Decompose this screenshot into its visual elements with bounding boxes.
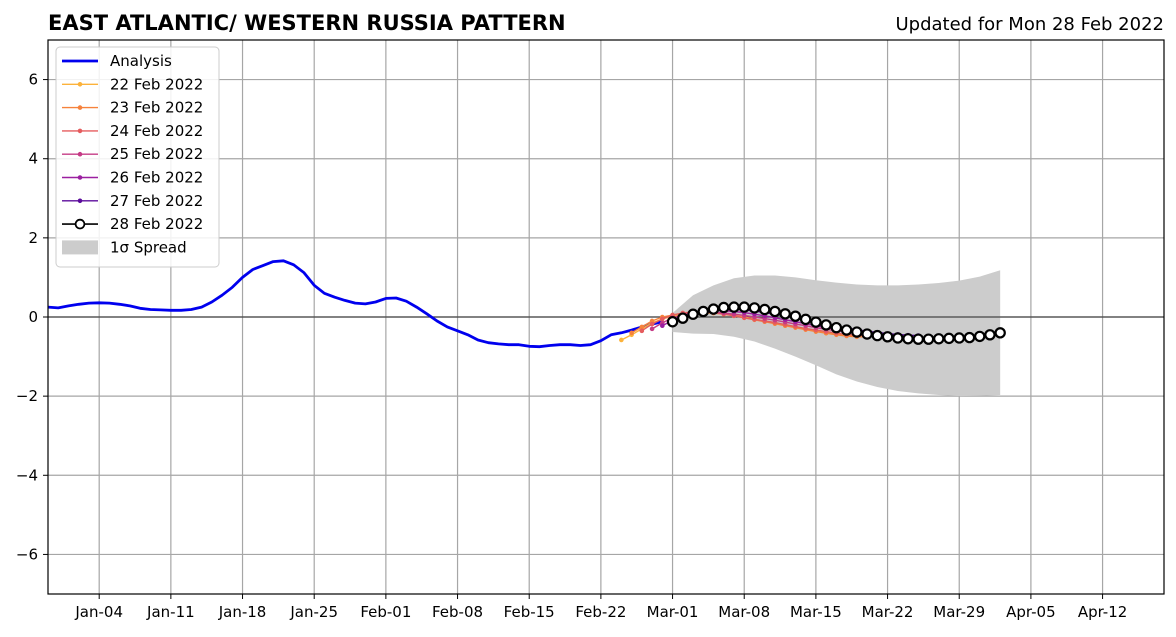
legend-swatch-marker (77, 82, 83, 87)
legend-label: 25 Feb 2022 (110, 145, 203, 163)
y-tick-label: −2 (16, 387, 38, 405)
legend-label: 28 Feb 2022 (110, 215, 203, 233)
x-tick-label: Jan-04 (74, 603, 123, 621)
x-tick-label: Jan-18 (218, 603, 267, 621)
data-point-23-feb-2022 (629, 330, 634, 336)
data-point-28-feb-2022 (687, 308, 699, 320)
data-point-28-feb-2022 (697, 305, 709, 318)
data-point-28-feb-2022 (892, 332, 904, 344)
y-tick-label: 6 (28, 71, 38, 89)
legend-box (55, 46, 220, 268)
legend-label: 24 Feb 2022 (110, 122, 203, 140)
x-tick-label: Jan-11 (146, 603, 195, 621)
legend: Analysis 22 Feb 2022 23 Feb 2022 24 Feb 202… (55, 46, 220, 268)
data-point-28-feb-2022 (912, 333, 924, 345)
y-tick-label: −6 (16, 545, 38, 563)
x-tick-label: Feb-01 (360, 603, 411, 621)
data-point-28-feb-2022 (994, 327, 1006, 339)
x-tick-label: Feb-15 (504, 603, 555, 621)
data-point-28-feb-2022 (789, 310, 802, 322)
legend-swatch-marker (77, 128, 83, 134)
x-tick-label: Mar-08 (718, 603, 770, 621)
plot-area: Jan-04 Jan-11 Jan-18 Jan-25 Feb-01 Feb-08 Feb-… (16, 39, 1165, 621)
x-tick-label: Apr-12 (1078, 603, 1128, 621)
data-point-22-feb-2022 (619, 337, 624, 343)
legend-swatch-marker (77, 198, 83, 204)
data-point-28-feb-2022 (718, 301, 730, 314)
x-tick-label: Mar-01 (647, 603, 699, 621)
chart-subtitle: Updated for Mon 28 Feb 2022 (895, 14, 1164, 35)
data-point-28-feb-2022 (871, 329, 884, 342)
x-tick-label: Feb-22 (575, 603, 626, 621)
legend-swatch-spread (62, 240, 98, 255)
legend-label: 22 Feb 2022 (110, 75, 203, 93)
legend-swatch-marker (77, 151, 83, 157)
data-point-28-feb-2022 (851, 326, 863, 338)
legend-label: Analysis (110, 52, 172, 70)
data-point-24-feb-2022 (649, 321, 655, 327)
data-point-28-feb-2022 (677, 312, 689, 324)
data-point-28-feb-2022 (810, 316, 822, 328)
legend-swatch-marker (77, 105, 83, 110)
y-tick-label: 4 (28, 150, 38, 168)
data-point-28-feb-2022 (779, 308, 791, 320)
chart-title: EAST ATLANTIC/ WESTERN RUSSIA PATTERN (48, 11, 566, 35)
data-point-28-feb-2022 (769, 305, 781, 318)
data-point-28-feb-2022 (830, 321, 843, 334)
legend-label: 1σ Spread (110, 238, 187, 256)
data-point-28-feb-2022 (748, 302, 761, 314)
data-point-28-feb-2022 (984, 329, 996, 341)
data-point-28-feb-2022 (953, 332, 965, 344)
data-point-23-feb-2022 (639, 324, 645, 330)
legend-label: 27 Feb 2022 (110, 192, 203, 210)
x-tick-label: Mar-15 (790, 603, 842, 621)
data-point-28-feb-2022 (707, 303, 720, 315)
series-line-analysis (48, 259, 663, 349)
data-point-24-feb-2022 (639, 328, 645, 334)
data-point-28-feb-2022 (728, 301, 740, 313)
data-point-28-feb-2022 (840, 324, 853, 336)
data-point-28-feb-2022 (738, 301, 750, 313)
y-tick-label: 0 (28, 308, 38, 326)
data-point-28-feb-2022 (974, 330, 986, 343)
legend-label: 23 Feb 2022 (110, 99, 203, 117)
data-point-28-feb-2022 (933, 333, 945, 345)
y-tick-label: −4 (16, 466, 38, 484)
data-point-26-feb-2022 (660, 323, 665, 329)
data-point-28-feb-2022 (963, 331, 976, 344)
x-tick-label: Jan-25 (289, 603, 338, 621)
legend-label: 26 Feb 2022 (110, 169, 203, 187)
data-point-28-feb-2022 (861, 328, 873, 340)
data-point-25-feb-2022 (649, 326, 655, 332)
data-point-28-feb-2022 (666, 316, 679, 328)
x-tick-label: Apr-05 (1006, 603, 1056, 621)
data-point-28-feb-2022 (881, 331, 894, 343)
legend-swatch-marker (74, 218, 86, 230)
plot-clip-group (48, 259, 1164, 397)
x-tick-label: Mar-22 (862, 603, 914, 621)
data-point-28-feb-2022 (820, 319, 832, 331)
x-tick-label: Mar-29 (933, 603, 985, 621)
data-point-28-feb-2022 (799, 313, 812, 326)
data-point-28-feb-2022 (922, 333, 935, 345)
data-point-24-feb-2022 (660, 316, 665, 322)
y-tick-label: 2 (28, 229, 38, 247)
legend-swatch-marker (77, 175, 83, 180)
data-point-28-feb-2022 (758, 303, 771, 316)
data-point-28-feb-2022 (902, 333, 914, 345)
data-point-28-feb-2022 (943, 332, 955, 345)
x-tick-label: Feb-08 (432, 603, 483, 621)
